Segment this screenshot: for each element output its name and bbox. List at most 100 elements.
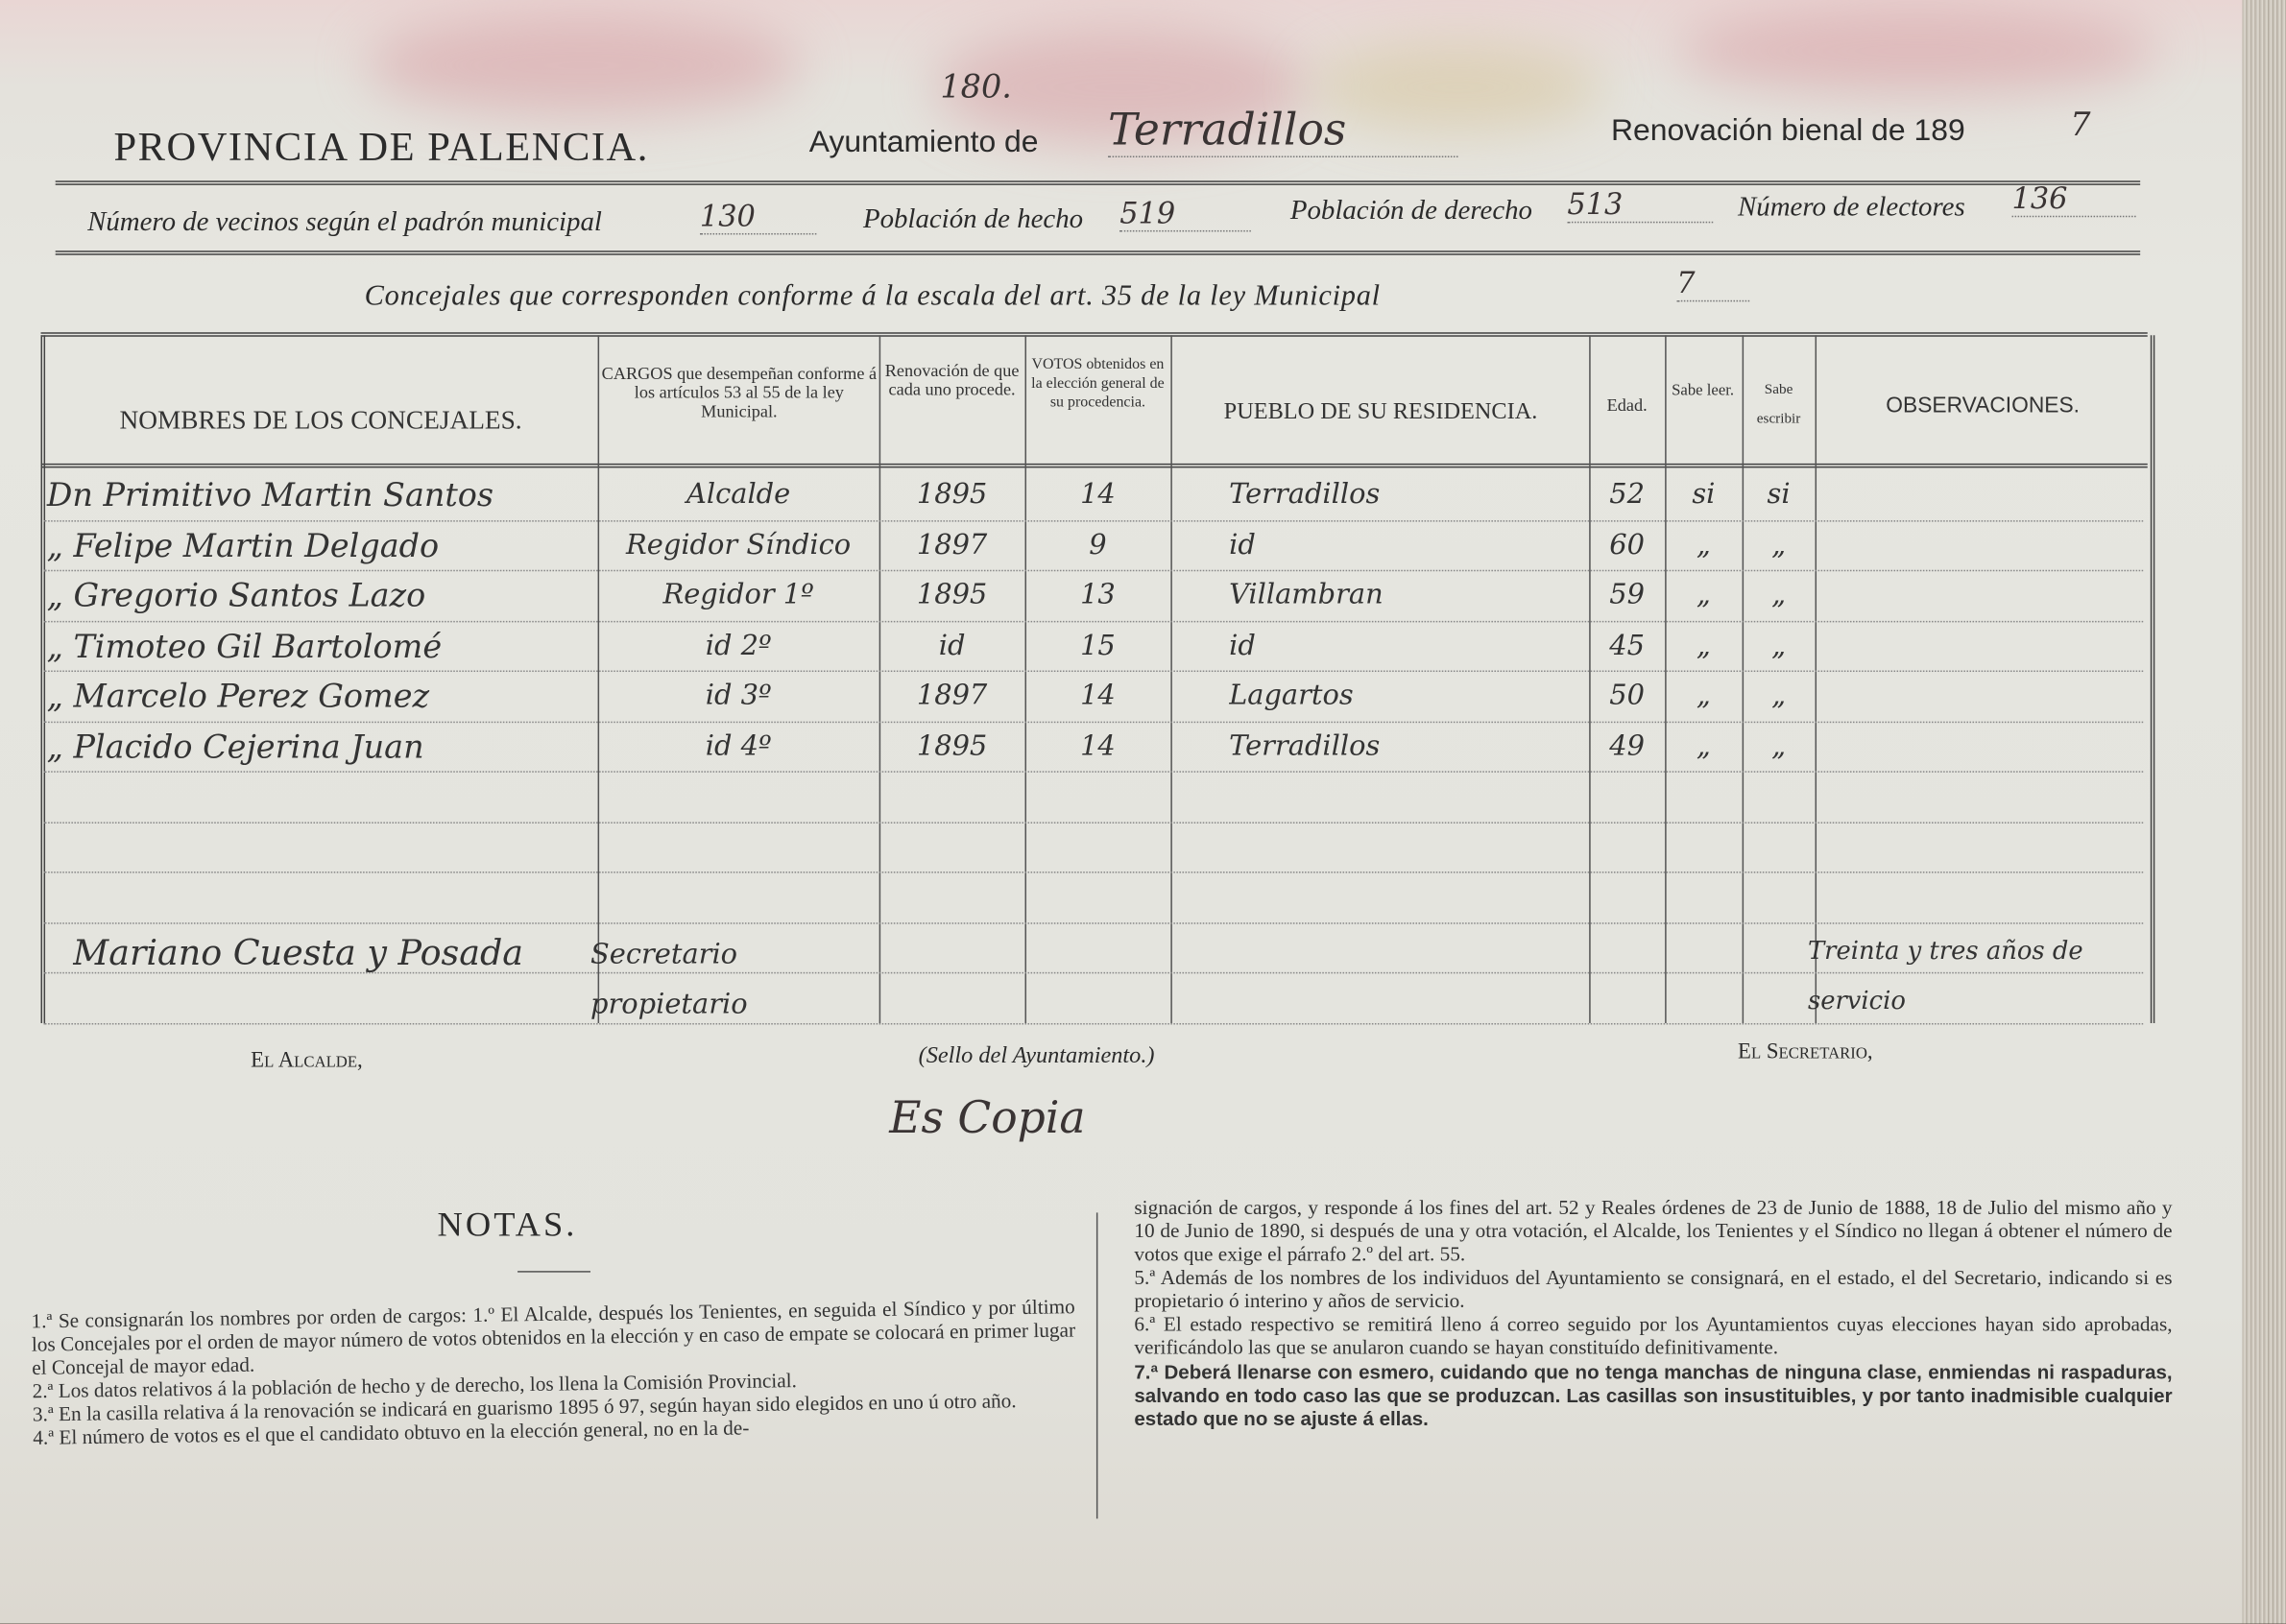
cell-pueblo: Terradillos [1229, 729, 1381, 762]
column-rule [1170, 335, 1172, 1023]
header-observaciones: OBSERVACIONES. [1886, 393, 2080, 418]
cell-sabe-leer: „ [1696, 528, 1711, 561]
cell-votos: 9 [1089, 528, 1107, 561]
column-rule [1665, 335, 1667, 1023]
column-rule [878, 335, 881, 1023]
cell-edad: 49 [1609, 729, 1646, 762]
vecinos-value: 130 [699, 199, 817, 235]
column-rule [1589, 335, 1591, 1023]
row-rule [43, 971, 2144, 974]
column-rule [1742, 335, 1745, 1023]
cell-sabe-leer: „ [1696, 729, 1711, 762]
concejales-value: 7 [1676, 265, 1750, 302]
secretary-observaciones: Treinta y tres años de servicio [1807, 937, 2083, 1016]
row-rule [43, 771, 2144, 773]
cell-pueblo: Lagartos [1229, 679, 1354, 712]
header-votos: VOTOS obtenidos en la elección general d… [1031, 357, 1165, 412]
alcalde-signature-label: El Alcalde, [251, 1049, 363, 1073]
cell-name: „ Timoteo Gil Bartolomé [46, 629, 443, 666]
column-rule [2150, 335, 2155, 1023]
cell-votos: 15 [1080, 629, 1116, 661]
cell-sabe-leer: „ [1696, 578, 1711, 611]
header-cargos: CARGOS que desempeñan conforme á los art… [601, 363, 878, 421]
cell-sabe-leer: „ [1696, 679, 1711, 712]
column-divider [1095, 1212, 1098, 1519]
cell-cargo: id 4º [705, 729, 772, 762]
cell-edad: 59 [1609, 578, 1646, 611]
renovacion-year-digit: 7 [2070, 107, 2091, 145]
ayuntamiento-name: Terradillos [1108, 105, 1458, 157]
cell-votos: 14 [1080, 679, 1116, 712]
stain [932, 29, 1312, 146]
cell-sabe-escribir: „ [1771, 679, 1787, 712]
row-rule [43, 620, 2144, 622]
ayuntamiento-number: 180. [940, 69, 1012, 107]
secretary-cargo: Secretario propietario [590, 938, 748, 1020]
cell-sabe-escribir: „ [1771, 578, 1787, 611]
cell-sabe-leer: „ [1696, 629, 1711, 661]
cell-pueblo: id [1229, 629, 1256, 661]
row-rule [43, 872, 2144, 873]
note-4-cont: signación de cargos, y responde á los fi… [1134, 1198, 2173, 1267]
es-copia-annotation: Es Copia [889, 1092, 1086, 1145]
column-rule [1815, 335, 1817, 1023]
cell-renovacion: 1895 [916, 578, 988, 611]
header-bottom-border [40, 463, 2148, 468]
cell-name: „ Marcelo Perez Gomez [46, 679, 430, 716]
electores-value: 136 [2011, 180, 2136, 218]
cell-name: „ Felipe Martin Delgado [46, 528, 440, 565]
cell-cargo: Regidor Síndico [626, 528, 852, 561]
cell-pueblo: Terradillos [1229, 478, 1381, 511]
cell-sabe-escribir: si [1767, 478, 1791, 511]
notes-title: NOTAS. [437, 1206, 578, 1245]
notes-right-column: signación de cargos, y responde á los fi… [1134, 1198, 2172, 1431]
note-5: 5.ª Además de los nombres de los individ… [1134, 1268, 2173, 1314]
province-title: PROVINCIA DE PALENCIA. [113, 125, 649, 171]
header-pueblo: PUEBLO DE SU RESIDENCIA. [1223, 399, 1538, 424]
cell-renovacion: 1895 [916, 478, 988, 511]
cell-renovacion: 1895 [916, 729, 988, 762]
cell-pueblo: Villambran [1229, 578, 1384, 611]
cell-edad: 60 [1609, 528, 1646, 561]
table-top-border [40, 332, 2148, 337]
cell-sabe-escribir: „ [1771, 729, 1787, 762]
stain [1676, 7, 2158, 95]
secretario-signature-label: El Secretario, [1738, 1040, 1873, 1064]
secretary-name: Mariano Cuesta y Posada [72, 932, 523, 974]
cell-edad: 50 [1609, 679, 1646, 712]
ayuntamiento-label: Ayuntamiento de [808, 125, 1039, 159]
row-rule [43, 1022, 2144, 1024]
cell-edad: 52 [1609, 478, 1646, 511]
cell-renovacion: 1897 [916, 528, 988, 561]
renovacion-label: Renovación bienal de 189 [1610, 113, 1965, 148]
divider [55, 251, 2141, 255]
column-rule [1024, 335, 1027, 1023]
header-renovacion: Renovación de que cada uno procede. [884, 360, 1020, 400]
header-sabe-escribir: Sabe escribir [1756, 381, 1801, 427]
cell-votos: 14 [1080, 729, 1116, 762]
stain [364, 14, 803, 117]
electores-label: Número de electores [1738, 192, 1965, 224]
cell-votos: 14 [1080, 478, 1116, 511]
notes-left-column: 1.ª Se consignarán los nombres por orden… [31, 1297, 1076, 1451]
cell-name: „ Gregorio Santos Lazo [46, 578, 426, 615]
derecho-label: Población de derecho [1289, 195, 1532, 227]
row-rule [43, 670, 2144, 673]
cell-cargo: Alcalde [686, 478, 791, 511]
cell-sabe-escribir: „ [1771, 629, 1787, 661]
column-rule [597, 335, 600, 1023]
cell-name: Dn Primitivo Martin Santos [46, 478, 494, 515]
page-edges [2242, 0, 2286, 1624]
note-6: 6.ª El estado respectivo se remitirá lle… [1134, 1314, 2173, 1360]
cell-sabe-escribir: „ [1771, 528, 1787, 561]
header-nombres: NOMBRES DE LOS CONCEJALES. [119, 405, 522, 435]
divider [55, 180, 2141, 185]
header-edad: Edad. [1606, 394, 1648, 416]
cell-edad: 45 [1609, 629, 1646, 661]
cell-sabe-leer: si [1692, 478, 1716, 511]
row-rule [43, 720, 2144, 723]
notes-title-rule [517, 1271, 590, 1273]
cell-cargo: id 3º [705, 679, 772, 712]
cell-renovacion: 1897 [916, 679, 988, 712]
